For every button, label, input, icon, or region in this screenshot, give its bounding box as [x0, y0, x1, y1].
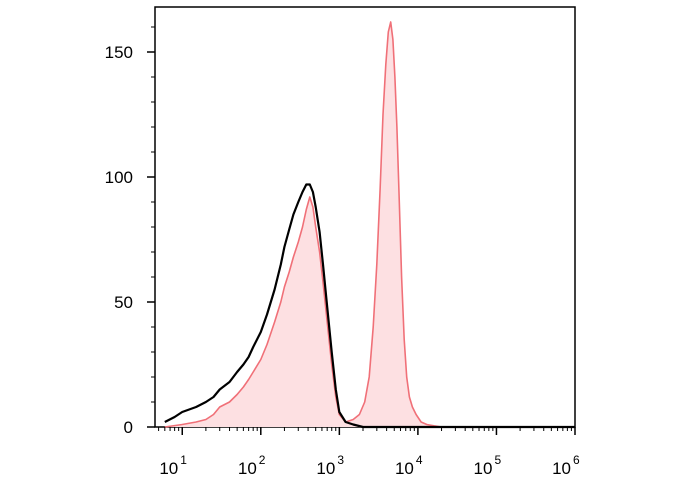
x-tick-label-1: 10 [238, 459, 257, 478]
series-0-line [164, 21, 575, 428]
x-tick-label-2: 10 [316, 459, 335, 478]
x-tick-exponent-3: 4 [416, 453, 423, 467]
x-tick-label-0: 10 [159, 459, 178, 478]
x-tick-exponent-5: 6 [573, 453, 580, 467]
series-1-line [164, 183, 575, 429]
plot-frame [154, 6, 576, 428]
x-tick-label-5: 10 [552, 459, 571, 478]
series-layer [164, 21, 576, 429]
y-tick-label-1: 50 [114, 293, 133, 312]
y-tick-label-2: 100 [105, 168, 133, 187]
plot-border [154, 6, 576, 428]
x-tick-exponent-0: 1 [180, 453, 187, 467]
y-tick-label-3: 150 [105, 43, 133, 62]
x-tick-exponent-1: 2 [259, 453, 266, 467]
x-tick-exponent-2: 3 [337, 453, 344, 467]
x-tick-label-3: 10 [395, 459, 414, 478]
x-tick-label-4: 10 [474, 459, 493, 478]
x-tick-exponent-4: 5 [494, 453, 501, 467]
y-tick-label-0: 0 [124, 418, 133, 437]
